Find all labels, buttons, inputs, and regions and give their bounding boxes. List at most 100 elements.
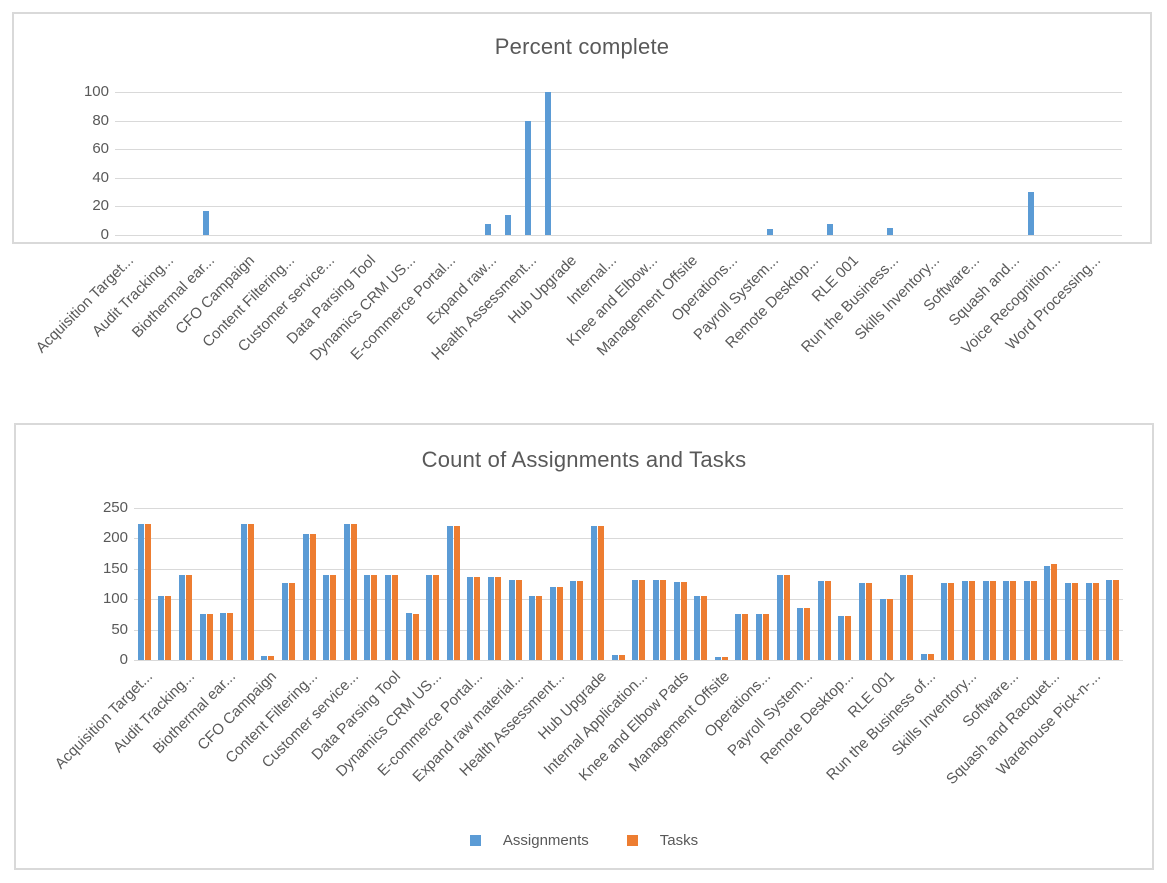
bar-assignments	[199, 614, 206, 660]
y-axis-tick-label: 250	[102, 499, 128, 516]
bar-tasks	[1030, 580, 1037, 660]
bar-percent-complete	[887, 227, 894, 235]
bar-tasks	[886, 599, 893, 660]
bar-tasks	[989, 580, 996, 660]
bar-assignments	[1064, 582, 1071, 660]
bar-assignments	[467, 576, 474, 660]
bar-assignments	[797, 608, 804, 660]
bar-tasks	[618, 655, 625, 660]
y-axis-tick-label: 0	[100, 226, 109, 243]
bar-assignments	[1003, 580, 1010, 660]
bar-assignments	[179, 574, 185, 660]
bar-percent-complete	[545, 92, 551, 235]
y-axis-tick-label: 80	[92, 111, 109, 129]
bar-tasks	[350, 524, 357, 660]
bar-assignments	[570, 580, 577, 660]
y-axis-tick-label: 50	[111, 620, 128, 638]
bar-percent-complete	[504, 214, 511, 235]
gridline	[115, 92, 1122, 93]
gridline	[115, 177, 1122, 179]
bar-percent-complete	[826, 223, 833, 235]
bar-tasks	[536, 596, 543, 660]
bar-tasks	[762, 614, 769, 660]
bar-assignments	[508, 580, 515, 660]
gridline	[134, 599, 1123, 601]
percent-complete-chart[interactable]: Percent complete 0 20 40 60 80 100 Acquisition…	[12, 12, 1152, 364]
bar-tasks	[247, 524, 254, 660]
bar-assignments	[549, 587, 556, 660]
bar-tasks	[845, 616, 852, 660]
bar-tasks	[206, 614, 213, 660]
bar-tasks	[577, 580, 584, 660]
percent-complete-chart-title: Percent complete	[494, 34, 670, 59]
legend-swatch-tasks	[626, 835, 638, 846]
bar-tasks	[227, 612, 234, 660]
bar-assignments	[591, 526, 598, 660]
bar-assignments	[158, 596, 165, 660]
bar-assignments	[673, 582, 680, 660]
bar-assignments	[529, 596, 536, 660]
y-axis-tick-label: 0	[119, 651, 128, 668]
bar-assignments	[694, 596, 701, 660]
bar-tasks	[907, 574, 914, 660]
bar-percent-complete	[1028, 192, 1035, 235]
bar-assignments	[755, 614, 762, 660]
y-axis-tick-label: 60	[92, 140, 109, 158]
count-chart-title: Count of Assignments and Tasks	[421, 447, 747, 472]
y-axis-tick-label: 100	[83, 83, 109, 100]
bar-assignments	[385, 574, 392, 660]
y-axis-tick-label: 20	[92, 197, 109, 215]
bar-percent-complete	[484, 223, 491, 235]
bar-assignments	[652, 579, 659, 660]
legend-label-assignments: Assignments	[502, 832, 589, 849]
bar-assignments	[488, 576, 495, 660]
bar-assignments	[323, 574, 330, 660]
gridline	[115, 206, 1122, 208]
legend-label-tasks: Tasks	[659, 832, 699, 849]
bar-assignments	[1085, 582, 1092, 660]
gridline	[115, 235, 1122, 236]
bar-tasks	[186, 574, 192, 660]
bar-tasks	[165, 596, 172, 660]
bar-tasks	[639, 580, 646, 660]
bar-tasks	[742, 614, 749, 660]
bar-tasks	[948, 582, 955, 660]
bar-tasks	[598, 526, 605, 660]
gridline	[134, 660, 1123, 661]
count-of-assignments-and-tasks-chart[interactable]: Count of Assignments and Tasks Assignmen…	[14, 423, 1154, 870]
bar-assignments	[1106, 579, 1113, 660]
bar-assignments	[900, 574, 907, 660]
y-axis-tick-label: 40	[92, 168, 109, 186]
bar-assignments	[817, 580, 824, 660]
bar-tasks	[330, 574, 337, 660]
bar-assignments	[343, 524, 350, 660]
bar-tasks	[783, 574, 790, 660]
bar-tasks	[453, 526, 460, 660]
bar-assignments	[282, 582, 289, 660]
bar-assignments	[261, 656, 268, 660]
bar-tasks	[824, 580, 831, 660]
bar-tasks	[474, 576, 481, 660]
bar-assignments	[776, 574, 783, 660]
bar-tasks	[701, 596, 708, 660]
gridline	[134, 568, 1123, 570]
bar-tasks	[433, 574, 440, 660]
bar-tasks	[1071, 582, 1078, 660]
bar-tasks	[515, 580, 522, 660]
bar-assignments	[240, 524, 247, 660]
bar-tasks	[371, 574, 378, 660]
bar-assignments	[1023, 580, 1030, 660]
bar-tasks	[556, 587, 563, 660]
bar-assignments	[405, 613, 412, 660]
bar-tasks	[659, 579, 666, 660]
y-axis-tick-label: 200	[102, 529, 128, 547]
bar-assignments	[611, 655, 618, 660]
bar-assignments	[858, 582, 865, 660]
bar-percent-complete	[202, 210, 209, 235]
bar-assignments	[982, 580, 989, 660]
bar-tasks	[968, 580, 975, 660]
bar-tasks	[804, 608, 811, 660]
bar-assignments	[879, 599, 886, 660]
y-axis-tick-label: 100	[102, 590, 128, 608]
